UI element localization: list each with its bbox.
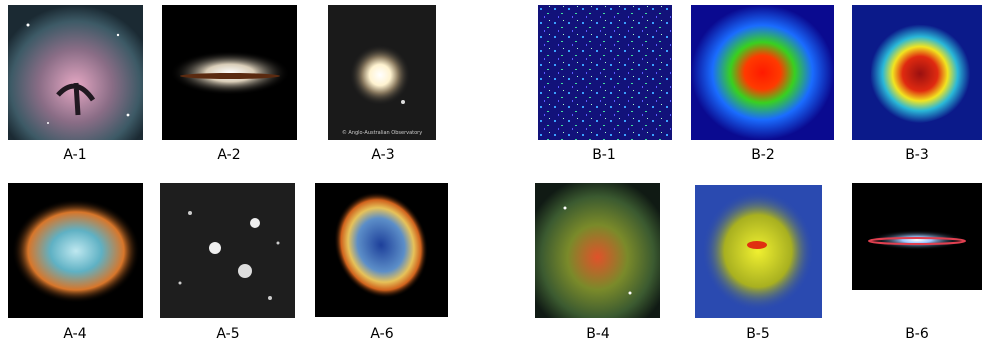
image-label: B-6 — [877, 326, 957, 342]
image-label: A-5 — [188, 326, 268, 342]
image-label: A-4 — [35, 326, 115, 342]
image-label: B-5 — [718, 326, 798, 342]
ring-nebula-image — [315, 183, 448, 317]
infrared-nebula-image — [535, 183, 660, 318]
remnant-map-image — [852, 5, 982, 140]
image-label: A-2 — [189, 147, 269, 163]
image-label: A-1 — [35, 147, 115, 163]
image-label: B-1 — [564, 147, 644, 163]
elliptical-galaxy-image: © Anglo-Australian Observatory — [328, 5, 436, 140]
image-credit: © Anglo-Australian Observatory — [342, 129, 422, 136]
image-label: B-3 — [877, 147, 957, 163]
crab-nebula-image — [8, 183, 143, 318]
image-label: A-6 — [342, 326, 422, 342]
nebula-image — [8, 5, 143, 140]
page: {"panels": [ {"label": "A-1"}, {"label":… — [0, 0, 984, 349]
image-label: B-2 — [723, 147, 803, 163]
sombrero-infrared-image — [852, 183, 982, 290]
image-grid: © Anglo-Australian Observatory A-1 A-2 A… — [0, 0, 984, 349]
galaxy-image — [162, 5, 297, 140]
image-label: B-4 — [558, 326, 638, 342]
radio-map-image — [695, 185, 822, 318]
image-label: A-3 — [343, 147, 423, 163]
star-cluster-image — [160, 183, 295, 318]
noise-map-image — [538, 5, 672, 140]
heatmap-image — [691, 5, 834, 140]
